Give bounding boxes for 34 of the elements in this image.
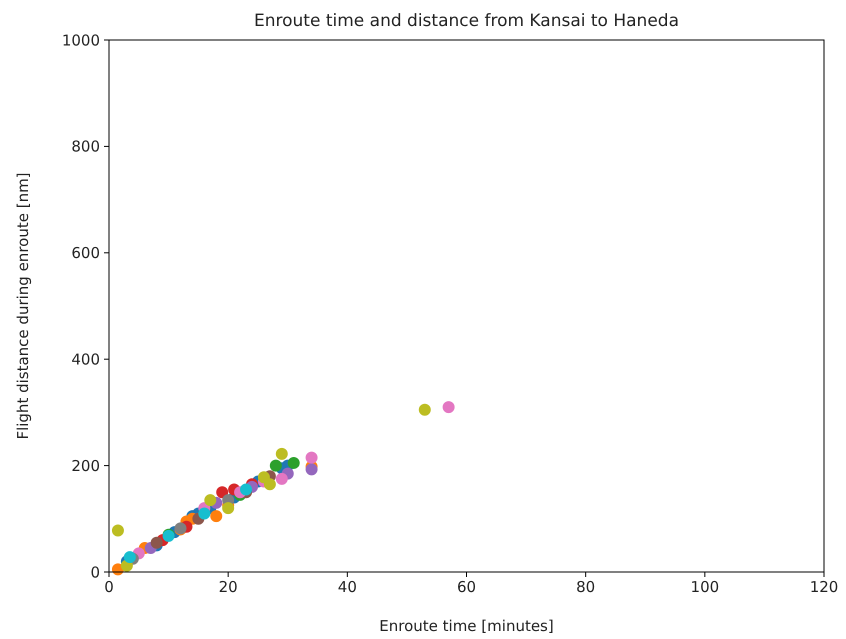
point	[442, 401, 455, 414]
point	[306, 463, 318, 476]
x-tick-label: 100	[690, 578, 720, 596]
point	[264, 478, 276, 490]
point	[276, 472, 288, 485]
point	[124, 551, 136, 564]
y-tick-label: 800	[71, 138, 100, 156]
point	[276, 448, 288, 460]
x-tick-label: 0	[104, 578, 114, 596]
point	[198, 507, 210, 520]
x-tick-label: 40	[338, 578, 357, 596]
chart-title: Enroute time and distance from Kansai to Haneda	[254, 11, 679, 31]
x-tick-label: 60	[456, 578, 476, 596]
point	[288, 456, 300, 469]
point	[270, 460, 282, 472]
point	[418, 404, 431, 416]
y-tick-label: 1000	[62, 31, 100, 50]
y-tick-label: 0	[90, 563, 100, 582]
point	[240, 484, 252, 496]
y-tick-label: 600	[71, 244, 100, 262]
x-tick-label: 120	[810, 578, 838, 596]
y-tick-label: 400	[71, 350, 100, 368]
point	[222, 502, 234, 514]
point	[306, 452, 318, 464]
y-tick-label: 200	[71, 456, 100, 475]
y-axis-title: Flight distance during enroute [nm]	[14, 172, 32, 440]
x-axis-title: Enroute time [minutes]	[379, 617, 554, 635]
x-tick-label: 20	[218, 578, 238, 596]
point	[216, 486, 228, 498]
point	[150, 536, 163, 549]
x-tick-label: 80	[576, 578, 596, 596]
point	[112, 524, 124, 536]
point	[210, 510, 222, 522]
point	[204, 494, 216, 506]
